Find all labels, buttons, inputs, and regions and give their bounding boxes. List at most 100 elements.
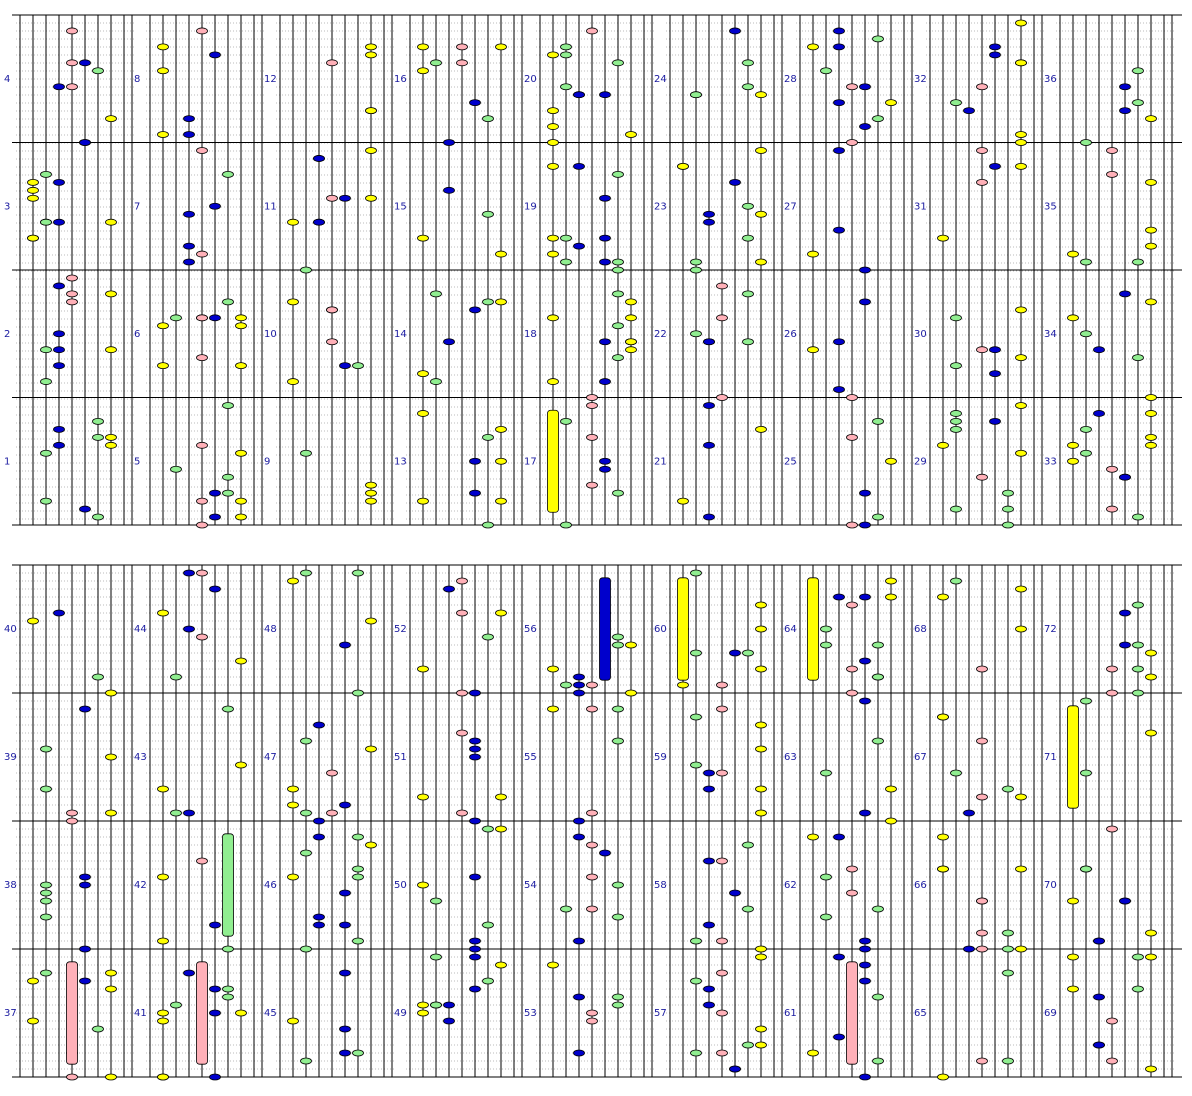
note bbox=[1106, 505, 1118, 513]
note bbox=[690, 977, 702, 985]
note bbox=[833, 386, 845, 393]
note bbox=[547, 378, 559, 385]
note bbox=[456, 729, 468, 737]
note bbox=[612, 290, 624, 298]
note bbox=[365, 194, 377, 202]
note bbox=[287, 1017, 299, 1025]
note bbox=[170, 314, 182, 322]
measure-number: 31 bbox=[914, 201, 927, 212]
note bbox=[560, 83, 572, 91]
note bbox=[963, 107, 975, 115]
note bbox=[79, 705, 91, 713]
note bbox=[872, 673, 884, 681]
note bbox=[157, 609, 169, 617]
note bbox=[339, 921, 351, 929]
measure-number: 39 bbox=[4, 752, 17, 763]
note bbox=[417, 410, 429, 417]
note bbox=[352, 865, 364, 873]
note bbox=[287, 785, 299, 793]
note bbox=[859, 945, 871, 953]
note bbox=[716, 937, 728, 945]
note bbox=[53, 441, 65, 449]
measure-number: 20 bbox=[524, 74, 537, 85]
measure-number: 21 bbox=[654, 456, 667, 467]
note bbox=[976, 737, 988, 745]
note bbox=[586, 681, 598, 689]
note bbox=[482, 921, 494, 929]
note bbox=[625, 338, 637, 346]
note bbox=[1119, 641, 1131, 649]
note bbox=[417, 67, 429, 75]
note bbox=[820, 913, 832, 921]
note bbox=[846, 689, 858, 697]
note bbox=[716, 969, 728, 977]
note bbox=[1145, 729, 1157, 737]
note bbox=[66, 1073, 78, 1081]
note bbox=[625, 641, 637, 649]
note bbox=[1015, 585, 1027, 593]
note bbox=[1093, 1041, 1105, 1049]
note bbox=[27, 186, 39, 194]
note bbox=[573, 242, 585, 250]
measure-number: 8 bbox=[134, 74, 140, 85]
note bbox=[300, 849, 312, 857]
note bbox=[586, 705, 598, 713]
note bbox=[469, 306, 481, 314]
note bbox=[742, 1041, 754, 1049]
note bbox=[53, 425, 65, 433]
note bbox=[469, 817, 481, 825]
measure-number: 55 bbox=[524, 752, 537, 763]
note bbox=[1015, 306, 1027, 314]
note bbox=[40, 378, 52, 385]
note bbox=[755, 91, 767, 99]
note bbox=[547, 705, 559, 713]
measure-number: 63 bbox=[784, 752, 797, 763]
note bbox=[846, 521, 858, 529]
note bbox=[716, 1009, 728, 1017]
measure-number: 54 bbox=[524, 880, 537, 891]
note bbox=[157, 131, 169, 138]
note bbox=[807, 250, 819, 258]
note bbox=[430, 378, 442, 385]
note bbox=[612, 354, 624, 362]
note bbox=[1145, 649, 1157, 657]
note bbox=[417, 43, 429, 51]
note bbox=[365, 43, 377, 51]
note bbox=[469, 873, 481, 881]
measure-number: 72 bbox=[1044, 624, 1057, 635]
note bbox=[157, 1009, 169, 1017]
note bbox=[53, 178, 65, 186]
note bbox=[469, 737, 481, 745]
note bbox=[833, 226, 845, 234]
note bbox=[92, 513, 104, 521]
measure-number: 22 bbox=[654, 329, 667, 340]
note bbox=[313, 921, 325, 929]
note bbox=[742, 841, 754, 849]
note bbox=[40, 897, 52, 905]
note bbox=[625, 131, 637, 138]
note bbox=[339, 801, 351, 809]
note bbox=[547, 163, 559, 170]
note bbox=[443, 338, 455, 346]
note bbox=[612, 170, 624, 178]
measure-number: 52 bbox=[394, 624, 407, 635]
note bbox=[677, 681, 689, 689]
note bbox=[469, 457, 481, 465]
note bbox=[417, 881, 429, 889]
note bbox=[417, 370, 429, 377]
note bbox=[612, 705, 624, 713]
note bbox=[443, 186, 455, 194]
note bbox=[560, 521, 572, 529]
note bbox=[1002, 969, 1014, 977]
note bbox=[53, 609, 65, 617]
note bbox=[365, 841, 377, 849]
note bbox=[443, 139, 455, 146]
note bbox=[846, 601, 858, 609]
note bbox=[1080, 449, 1092, 457]
note bbox=[612, 641, 624, 649]
note bbox=[339, 969, 351, 977]
note bbox=[157, 1073, 169, 1081]
note bbox=[365, 617, 377, 625]
note bbox=[547, 961, 559, 969]
